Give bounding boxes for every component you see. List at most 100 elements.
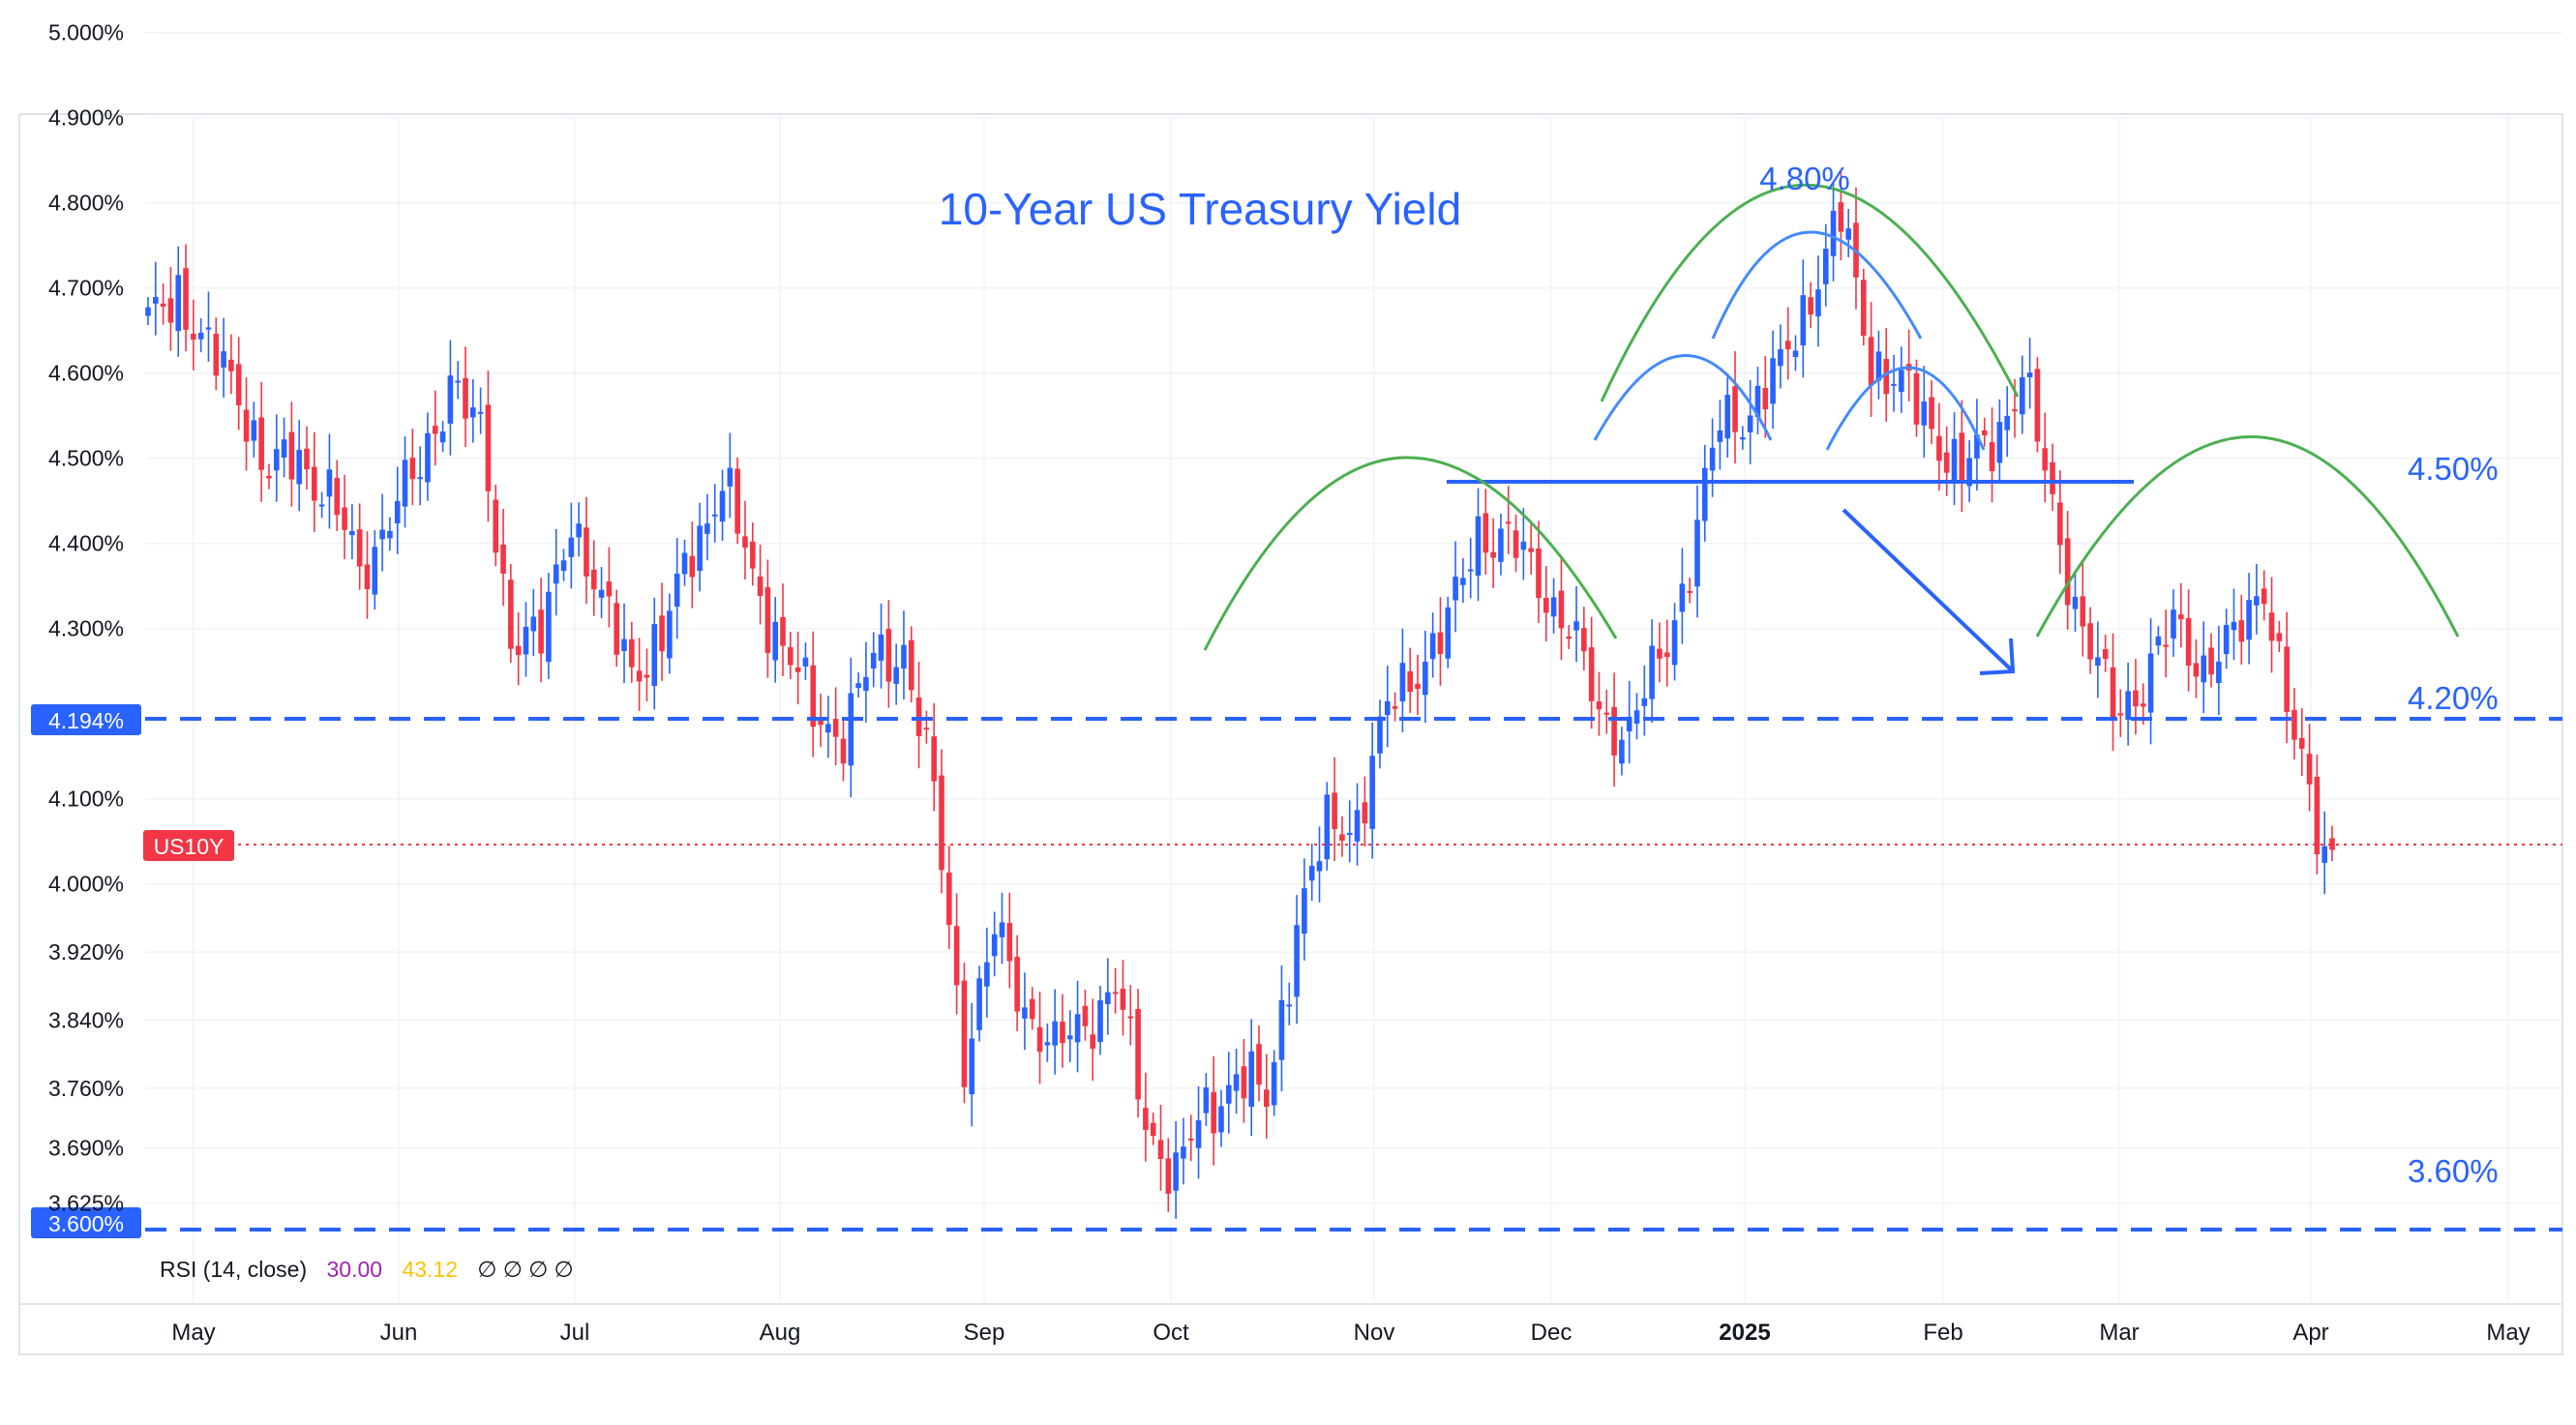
candle <box>2223 609 2230 669</box>
candle-body <box>2268 612 2275 641</box>
candle-body <box>1709 447 1716 471</box>
y-tick-label: 3.690% <box>48 1136 124 1161</box>
candle-body <box>1052 1021 1058 1046</box>
candle <box>1173 1120 1179 1219</box>
candle-body <box>946 873 952 926</box>
candle <box>1762 356 1769 438</box>
candle <box>1770 330 1776 430</box>
candle-body <box>288 431 295 480</box>
candle <box>863 641 869 723</box>
candle-body <box>1498 528 1504 562</box>
candle <box>409 429 416 506</box>
candle <box>318 491 325 519</box>
breakdown-arrow-line <box>1842 508 2013 671</box>
candle <box>598 567 605 619</box>
candle <box>2329 825 2335 862</box>
candle <box>2291 688 2297 760</box>
candle <box>2178 582 2184 648</box>
candle <box>802 642 809 680</box>
candle <box>939 749 944 894</box>
candle-body <box>711 514 718 517</box>
candle <box>1006 892 1013 989</box>
candle <box>1747 379 1753 464</box>
x-tick-label: Nov <box>1354 1320 1395 1346</box>
candle-body <box>2298 737 2305 749</box>
candle <box>266 463 272 490</box>
candle-body <box>1437 632 1444 655</box>
candle <box>576 502 582 557</box>
candle-body <box>1875 351 1882 381</box>
candle <box>644 648 650 702</box>
candle-body <box>2231 621 2237 631</box>
inner-arc-left <box>1593 354 1773 441</box>
candle <box>281 417 287 478</box>
rsi-value-1: 30.00 <box>327 1257 383 1282</box>
y-tick-label: 3.625% <box>48 1191 124 1216</box>
candle-body <box>2193 663 2200 677</box>
x-tick-label: Apr <box>2292 1320 2328 1346</box>
candle-body <box>1112 992 1119 995</box>
candle-body <box>2012 409 2018 412</box>
candle <box>1271 1050 1277 1116</box>
candle <box>1052 989 1058 1075</box>
candle <box>1641 665 1648 736</box>
candle-body <box>1626 716 1632 732</box>
candle-body <box>1921 401 1928 426</box>
candle-body <box>2140 703 2146 707</box>
candle <box>493 485 499 567</box>
candle <box>546 573 552 679</box>
candle-body <box>1868 337 1874 386</box>
candle <box>2080 562 2086 657</box>
candle-body <box>1936 435 1942 461</box>
candle <box>1740 426 1746 450</box>
candle <box>1566 625 1573 649</box>
candle-body <box>153 296 159 304</box>
candle <box>1233 1049 1240 1114</box>
candle-body <box>2087 623 2093 660</box>
candle-body <box>364 564 371 589</box>
candle-body <box>1619 739 1625 764</box>
candle <box>1324 782 1331 871</box>
candle-body <box>1029 998 1035 1020</box>
candle-body <box>356 529 363 567</box>
y-tick-label: 4.600% <box>48 361 124 386</box>
candle <box>1074 980 1081 1073</box>
candle-body <box>1679 583 1686 612</box>
candle <box>629 621 635 683</box>
candle <box>2238 594 2245 666</box>
candle-body <box>1762 388 1769 410</box>
candle <box>1475 488 1482 602</box>
candle <box>2042 412 2049 503</box>
candle-body <box>961 980 968 1087</box>
candle-body <box>1407 670 1414 693</box>
candle <box>893 643 899 705</box>
candle-body <box>840 738 847 764</box>
candle-body <box>598 589 605 598</box>
candle <box>2163 609 2169 678</box>
candle-body <box>1558 590 1565 629</box>
candle-body <box>2261 588 2267 605</box>
candle-body <box>1611 706 1617 756</box>
candle-body <box>1316 861 1323 872</box>
candle <box>1445 596 1452 668</box>
candle-body <box>326 469 333 497</box>
candle <box>2193 638 2200 698</box>
candle <box>659 582 665 681</box>
candle <box>1097 986 1103 1055</box>
candle <box>976 965 982 1042</box>
candle <box>1218 1089 1224 1147</box>
x-tick-label: 2025 <box>1719 1320 1770 1346</box>
candle <box>794 631 801 705</box>
candle <box>2246 573 2252 665</box>
candle-body <box>999 922 1005 937</box>
candle <box>2110 633 2116 752</box>
candle <box>1036 992 1043 1084</box>
candle-body <box>1233 1074 1240 1091</box>
candle <box>1437 597 1444 686</box>
candle-body <box>1211 1091 1216 1134</box>
candle <box>825 696 831 758</box>
candle <box>2314 754 2321 875</box>
candle-body <box>1173 1152 1179 1191</box>
candle <box>734 457 740 545</box>
candle <box>2321 811 2327 895</box>
